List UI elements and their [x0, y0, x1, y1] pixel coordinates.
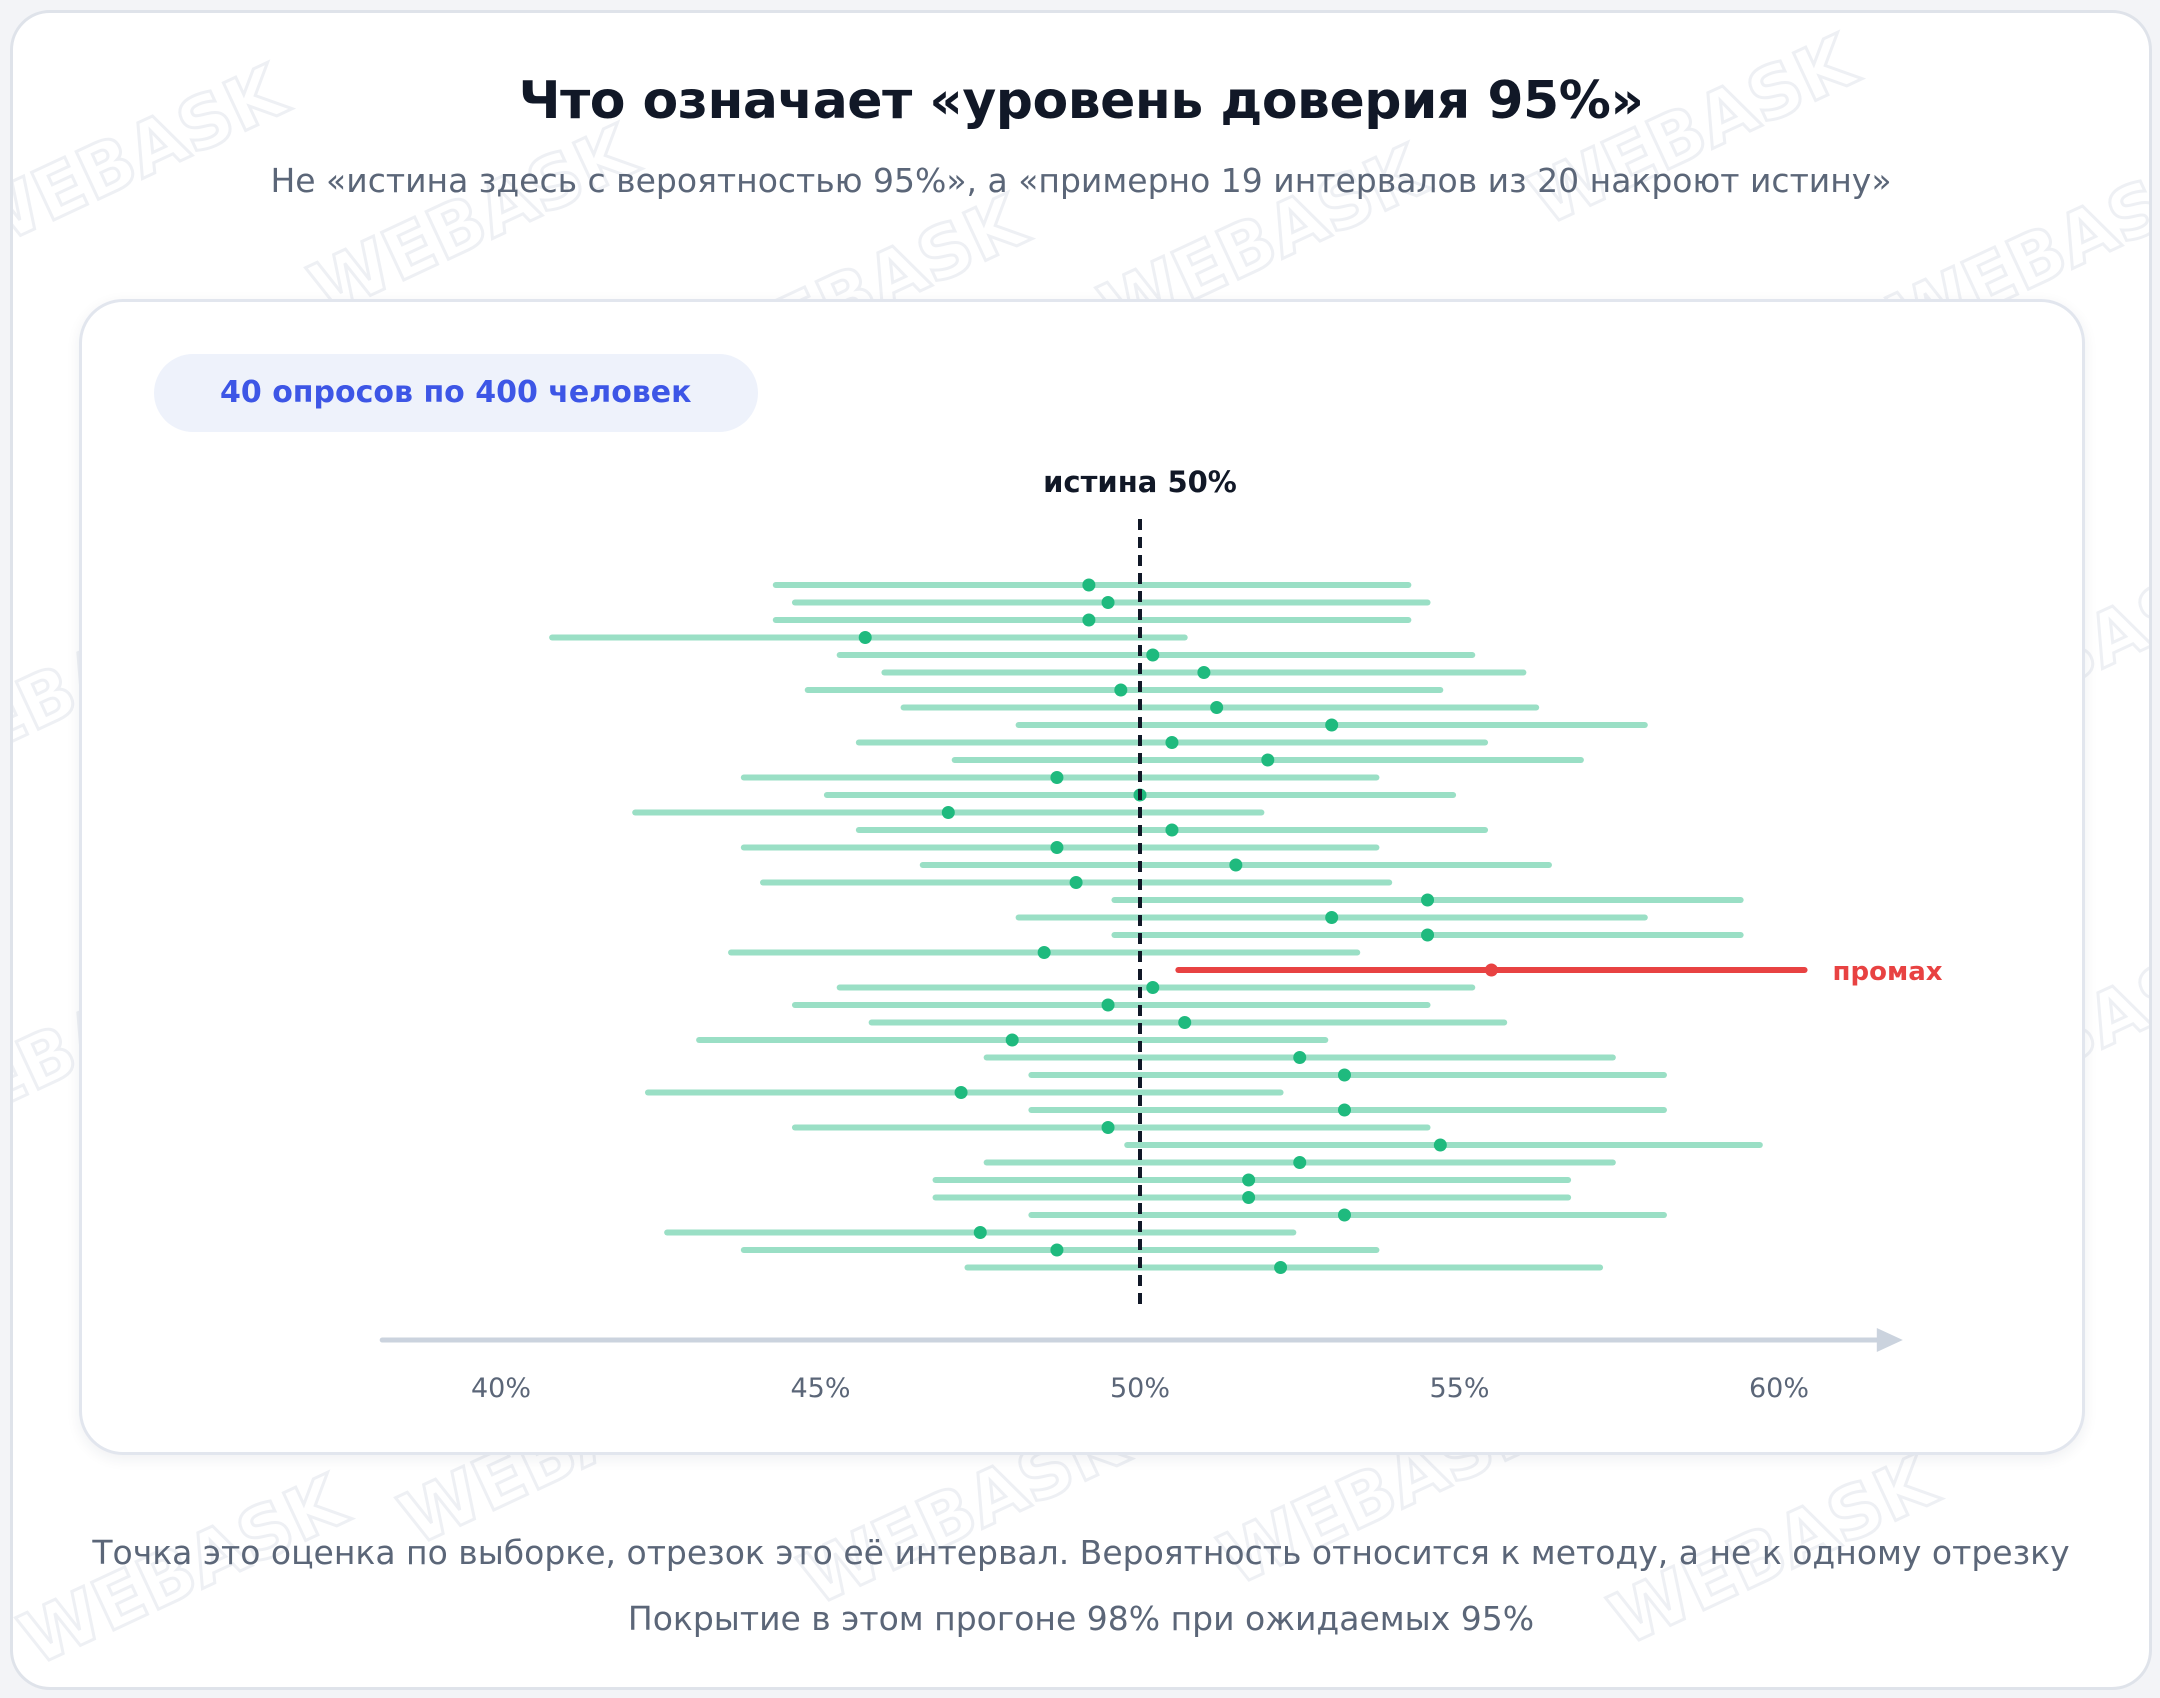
estimate-point	[1210, 701, 1224, 714]
estimate-point	[1421, 893, 1435, 907]
estimate-point	[973, 1226, 987, 1239]
estimate-point	[1146, 648, 1160, 662]
estimate-point	[1146, 981, 1160, 994]
page-title: Что означает «уровень доверия 95%»	[518, 71, 1644, 131]
estimate-point	[1114, 683, 1128, 697]
estimate-point	[1050, 771, 1064, 784]
estimate-point	[1242, 1191, 1256, 1204]
infographic-card: WEBASK WEBASK WEBASK WEBASK WEBASK WEBASK WEBA…	[10, 10, 2152, 1690]
page-subtitle: Не «истина здесь с вероятностью 95%», а …	[270, 161, 1892, 200]
x-tick-label: 40%	[471, 1373, 531, 1404]
estimate-point	[941, 806, 955, 819]
estimate-point	[858, 631, 872, 644]
estimate-point	[1337, 1103, 1351, 1117]
footnote-explanation: Точка это оценка по выборке, отрезок это…	[92, 1533, 2070, 1572]
sample-badge: 40 опросов по 400 человек	[154, 354, 758, 432]
estimate-point	[1082, 578, 1096, 592]
estimate-point	[1274, 1261, 1288, 1274]
x-tick-label: 55%	[1429, 1373, 1489, 1404]
x-tick-label: 50%	[1110, 1373, 1170, 1404]
chart-panel: 40 опросов по 400 человек промах истина …	[79, 299, 2085, 1455]
estimate-point	[1101, 998, 1115, 1012]
truth-label: истина 50%	[1043, 465, 1237, 499]
estimate-point	[1005, 1033, 1019, 1047]
estimate-point	[1050, 841, 1064, 854]
estimate-point	[1337, 1208, 1351, 1222]
x-axis-arrow	[1876, 1328, 1903, 1352]
estimate-point	[1069, 876, 1083, 889]
x-tick-label: 60%	[1749, 1373, 1809, 1404]
miss-label: промах	[1833, 957, 1943, 987]
estimate-point	[1325, 718, 1339, 732]
estimate-point	[1197, 666, 1211, 679]
estimate-point	[1261, 753, 1275, 767]
estimate-point	[1242, 1173, 1256, 1187]
estimate-point	[1037, 946, 1051, 959]
estimate-point	[1229, 858, 1243, 872]
estimate-point	[1337, 1068, 1351, 1082]
estimate-point	[1293, 1156, 1307, 1169]
estimate-point	[954, 1086, 968, 1099]
estimate-point	[1050, 1243, 1064, 1257]
estimate-point	[1178, 1016, 1192, 1029]
x-tick-label: 45%	[790, 1373, 850, 1404]
footnote-coverage: Покрытие в этом прогоне 98% при ожидаемы…	[627, 1599, 1535, 1638]
estimate-point	[1165, 736, 1179, 749]
estimate-point	[1101, 596, 1115, 609]
intervals-layer: промах	[549, 578, 1943, 1274]
estimate-point-miss	[1484, 963, 1498, 977]
estimate-point	[1325, 911, 1339, 924]
estimate-point	[1082, 613, 1096, 627]
estimate-point	[1293, 1051, 1307, 1064]
estimate-point	[1421, 928, 1435, 942]
confidence-interval-chart: промах истина 50% 40% 45% 50% 55% 60%	[379, 465, 1943, 1404]
estimate-point	[1101, 1121, 1115, 1134]
x-axis: 40% 45% 50% 55% 60%	[379, 1328, 1903, 1404]
estimate-point	[1433, 1138, 1447, 1152]
truth-layer: истина 50%	[1043, 465, 1237, 1304]
estimate-point	[1165, 823, 1179, 837]
